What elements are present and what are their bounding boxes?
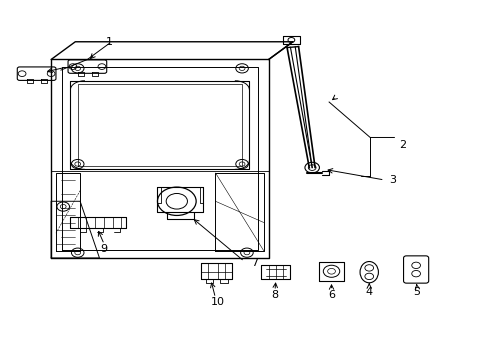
Text: 3: 3 [389,175,396,185]
Text: 7: 7 [250,258,257,268]
Text: 6: 6 [327,290,334,300]
Text: 4: 4 [365,287,372,297]
Text: 10: 10 [210,297,224,307]
Text: 8: 8 [271,290,278,300]
Text: 2: 2 [398,140,406,149]
Text: 9: 9 [101,244,108,254]
Text: 1: 1 [105,37,112,47]
Text: 5: 5 [413,287,420,297]
